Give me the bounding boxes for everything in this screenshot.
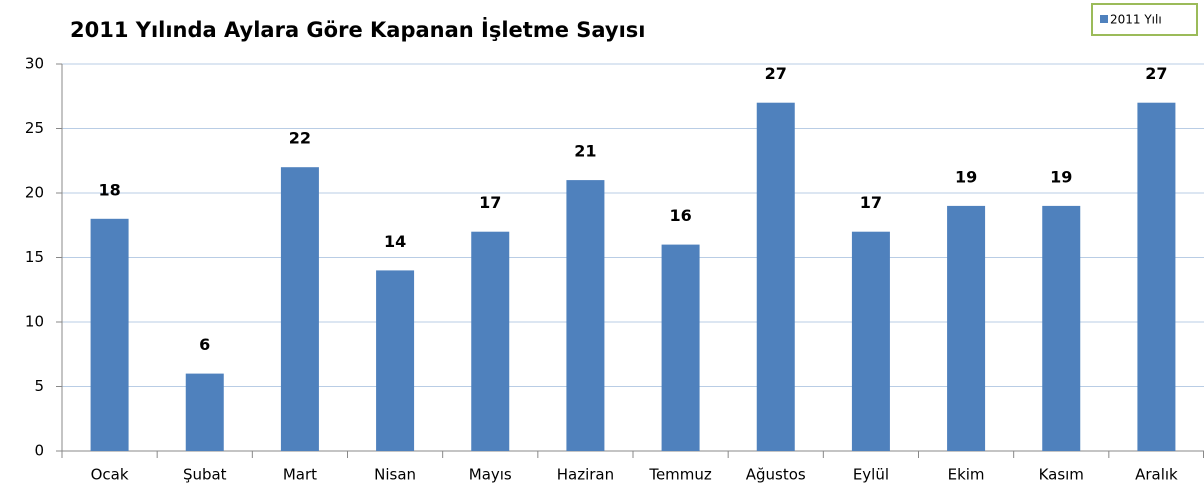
x-tick-label: Ekim <box>948 466 985 484</box>
chart-title: 2011 Yılında Aylara Göre Kapanan İşletme… <box>70 17 646 42</box>
y-tick-label: 10 <box>25 313 44 331</box>
bar <box>661 244 700 451</box>
data-label: 22 <box>289 129 311 148</box>
y-tick-label: 25 <box>25 119 44 137</box>
y-tick-label: 20 <box>25 184 44 202</box>
x-tick-label: Şubat <box>183 466 227 484</box>
y-tick-label: 30 <box>25 55 44 73</box>
x-tick-label: Mart <box>283 466 317 484</box>
data-label: 27 <box>765 64 787 83</box>
bar <box>566 180 605 451</box>
x-tick-label: Temmuz <box>648 466 712 484</box>
data-label: 19 <box>1050 167 1072 186</box>
data-label: 21 <box>574 142 596 161</box>
legend-box <box>1091 3 1198 36</box>
x-tick-label: Ocak <box>91 466 129 484</box>
data-label: 16 <box>669 206 691 225</box>
data-label: 14 <box>384 232 406 251</box>
x-tick-label: Mayıs <box>469 466 512 484</box>
x-tick-label: Ağustos <box>746 466 806 484</box>
legend-label: 2011 Yılı <box>1110 13 1162 27</box>
x-tick-label: Haziran <box>557 466 614 484</box>
bar <box>851 231 890 451</box>
bar <box>1042 205 1081 451</box>
data-label: 17 <box>860 193 882 212</box>
bar <box>90 218 129 451</box>
data-label: 27 <box>1145 64 1167 83</box>
bar <box>280 167 319 451</box>
y-tick-label: 0 <box>34 442 44 460</box>
y-tick-label: 5 <box>34 377 44 395</box>
bar <box>756 102 795 451</box>
x-tick-label: Nisan <box>374 466 416 484</box>
legend-swatch <box>1100 15 1108 23</box>
bar <box>471 231 510 451</box>
bar <box>1137 102 1176 451</box>
bar <box>376 270 415 451</box>
bar <box>185 373 224 451</box>
data-label: 19 <box>955 167 977 186</box>
data-label: 17 <box>479 193 501 212</box>
x-tick-label: Kasım <box>1039 466 1084 484</box>
bar <box>947 205 986 451</box>
x-tick-label: Eylül <box>853 466 889 484</box>
data-label: 18 <box>98 180 120 199</box>
y-tick-label: 15 <box>25 248 44 266</box>
x-tick-label: Aralık <box>1135 466 1178 484</box>
data-label: 6 <box>199 335 210 354</box>
